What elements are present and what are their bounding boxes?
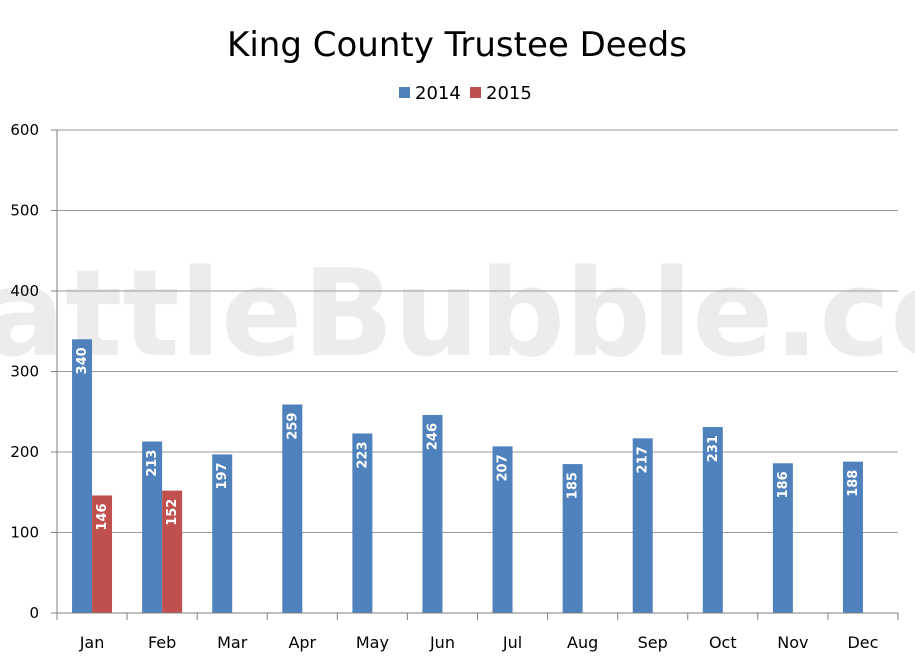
data-label: 259 — [285, 413, 300, 440]
legend-label: 2015 — [486, 83, 532, 104]
bar-2014-may — [352, 433, 373, 613]
x-tick-label: Nov — [777, 633, 808, 652]
x-tick-label: Oct — [709, 633, 737, 652]
x-tick-label: Sep — [638, 633, 668, 652]
data-label: 231 — [706, 435, 721, 462]
x-tick-label: Jun — [429, 633, 455, 652]
chart-title: King County Trustee Deeds — [227, 25, 687, 65]
x-tick-label: Jul — [502, 633, 522, 652]
data-label: 152 — [165, 499, 180, 526]
x-tick-label: May — [356, 633, 389, 652]
data-label: 207 — [496, 454, 511, 481]
x-axis-ticks: Jan Feb Mar Apr May Jun Jul Aug Sep Oct Nov Dec — [56, 613, 899, 652]
legend: 2014 2015 — [399, 83, 532, 104]
data-label: 188 — [846, 470, 861, 497]
y-tick-label: 300 — [10, 363, 39, 381]
y-tick-label: 100 — [10, 524, 39, 542]
bar-2014-sep — [632, 438, 653, 613]
y-tick-label: 400 — [10, 282, 39, 300]
legend-label: 2014 — [415, 83, 461, 104]
data-label: 217 — [636, 446, 651, 473]
x-tick-label: Feb — [148, 633, 176, 652]
x-tick-label: Jan — [79, 633, 105, 652]
y-tick-label: 200 — [10, 443, 39, 461]
data-label: 185 — [566, 472, 581, 499]
legend-swatch-2014 — [399, 87, 410, 98]
bar-2015-feb — [162, 490, 183, 613]
y-tick-label: 600 — [10, 121, 39, 139]
y-tick-label: 500 — [10, 202, 39, 220]
data-label: 213 — [145, 450, 160, 477]
x-tick-label: Dec — [847, 633, 878, 652]
bar-2014-nov — [772, 463, 793, 613]
bars: 340 146 213 152 197 259 223 246 207 185 217 231 186 1… — [72, 339, 863, 613]
data-label: 246 — [425, 423, 440, 450]
data-label: 186 — [776, 471, 791, 498]
bar-2014-mar — [212, 454, 233, 613]
bar-2014-jul — [492, 446, 513, 613]
gridlines — [57, 129, 898, 614]
data-label: 340 — [75, 347, 90, 374]
data-label: 146 — [95, 503, 110, 530]
data-label: 197 — [215, 462, 230, 489]
bar-2014-oct — [702, 427, 723, 613]
x-tick-label: Apr — [288, 633, 316, 652]
y-axis-ticks: 0 100 200 300 400 500 600 — [10, 121, 39, 622]
chart-watermark: SeattleBubble.com — [0, 245, 915, 384]
legend-swatch-2015 — [470, 87, 481, 98]
axes — [51, 129, 898, 614]
bar-2014-aug — [562, 464, 583, 613]
x-tick-label: Mar — [217, 633, 248, 652]
bar-2015-jan — [92, 495, 113, 613]
bar-2014-apr — [282, 404, 303, 613]
bar-2014-jun — [422, 414, 443, 613]
bar-2014-feb — [142, 441, 163, 613]
bar-2014-jan — [72, 339, 93, 613]
x-tick-label: Aug — [567, 633, 598, 652]
y-tick-label: 0 — [29, 604, 39, 622]
bar-2014-dec — [842, 461, 863, 613]
data-label: 223 — [355, 441, 370, 468]
